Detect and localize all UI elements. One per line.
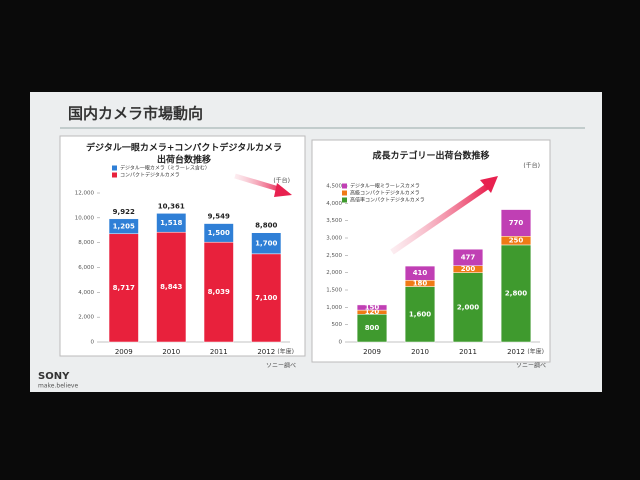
chart-title: 出荷台数推移 (157, 154, 211, 166)
data-label: 120 (365, 308, 380, 316)
legend-swatch (112, 172, 117, 178)
data-label: 8,843 (160, 283, 182, 291)
y-tick-label: 10,000 (75, 215, 95, 221)
x-tick-label: 2012 (257, 348, 275, 356)
y-tick-label: 1,000 (326, 305, 342, 311)
x-tick-label: 2011 (210, 348, 228, 356)
y-tick-label: 3,000 (326, 236, 342, 242)
y-tick-label: 2,000 (78, 315, 94, 321)
trend-arrowhead (480, 176, 498, 193)
data-label: 1,500 (208, 229, 230, 237)
y-tick-label: 2,500 (326, 253, 342, 259)
y-tick-label: 0 (91, 340, 95, 346)
bar-segment (452, 272, 484, 343)
y-tick-label: 8,000 (78, 240, 94, 246)
data-label: 770 (509, 219, 524, 227)
bar-segment (500, 244, 532, 343)
x-tick-label: 2011 (459, 348, 477, 356)
x-axis-label: (年度) (527, 348, 544, 356)
bar-segment (251, 232, 282, 255)
legend-swatch (342, 190, 347, 196)
bar-segment (108, 233, 139, 343)
legend-label: 高倍率コンパクトデジタルカメラ (350, 197, 425, 204)
slide-title: 国内カメラ市場動向 (68, 105, 203, 123)
bar-segment (500, 209, 532, 237)
data-label: 1,700 (255, 239, 277, 247)
data-label: 8,039 (208, 288, 230, 296)
unit-label: (千台) (523, 162, 540, 170)
data-label: 1,600 (409, 310, 431, 318)
y-tick-label: 4,000 (78, 290, 94, 296)
bar-segment (356, 304, 388, 311)
total-label: 10,361 (158, 202, 185, 210)
total-label: 9,549 (208, 212, 230, 220)
data-label: 410 (413, 269, 428, 277)
legend-label: デジタル一眼カメラ（ミラーレス含む） (120, 165, 210, 172)
chart-title: デジタル一眼カメラ+コンパクトデジタルカメラ (86, 142, 282, 154)
data-label: 250 (509, 237, 524, 245)
trend-arrow (234, 173, 283, 193)
bar-segment (203, 241, 234, 343)
legend-swatch (342, 183, 347, 189)
y-tick-label: 4,500 (326, 184, 342, 190)
chart-title: 成長カテゴリー出荷台数推移 (372, 150, 489, 162)
x-tick-label: 2010 (411, 348, 429, 356)
data-label: 8,717 (113, 284, 135, 292)
total-label: 8,800 (255, 222, 277, 230)
data-label: 180 (413, 279, 428, 287)
y-tick-label: 12,000 (75, 191, 95, 197)
legend-swatch (112, 165, 117, 171)
data-label: 2,000 (457, 303, 479, 311)
x-tick-label: 2009 (363, 348, 381, 356)
bar-segment (356, 314, 388, 343)
data-label: 477 (461, 253, 476, 261)
data-label: 200 (461, 265, 476, 273)
unit-label: (千台) (273, 177, 290, 185)
total-label: 9,922 (113, 208, 135, 216)
x-tick-label: 2009 (115, 348, 133, 356)
y-tick-label: 0 (339, 340, 343, 346)
bar-segment (452, 248, 484, 266)
source-note: ソニー調べ (516, 362, 546, 370)
trend-arrowhead (274, 183, 292, 197)
y-tick-label: 500 (332, 322, 343, 328)
x-tick-label: 2010 (162, 348, 180, 356)
trend-arrow (390, 183, 490, 255)
legend-swatch (342, 197, 347, 203)
bar-segment (251, 253, 282, 343)
legend-label: コンパクトデジタルカメラ (120, 172, 180, 179)
y-tick-label: 4,000 (326, 201, 342, 207)
x-axis-label: (年度) (277, 348, 294, 356)
bar-segment (156, 231, 187, 343)
y-tick-label: 2,000 (326, 270, 342, 276)
brand: SONY (38, 371, 70, 382)
legend-label: 高級コンパクトデジタルカメラ (350, 190, 420, 197)
data-label: 800 (365, 324, 380, 332)
data-label: 7,100 (255, 294, 277, 302)
bar-segment (203, 223, 234, 243)
data-label: 150 (365, 304, 380, 312)
y-tick-label: 6,000 (78, 265, 94, 271)
y-tick-label: 3,500 (326, 218, 342, 224)
bar-segment (156, 213, 187, 233)
bar-segment (404, 265, 436, 281)
data-label: 1,518 (160, 219, 182, 227)
bar-segment (404, 286, 436, 343)
bar-segment (108, 218, 139, 235)
tagline: make.believe (38, 383, 78, 390)
data-label: 2,800 (505, 289, 527, 297)
legend-label: デジタル一眼ミラーレスカメラ (350, 183, 420, 190)
data-label: 1,205 (113, 222, 135, 230)
source-note: ソニー調べ (266, 362, 296, 370)
y-tick-label: 1,500 (326, 288, 342, 294)
x-tick-label: 2012 (507, 348, 525, 356)
